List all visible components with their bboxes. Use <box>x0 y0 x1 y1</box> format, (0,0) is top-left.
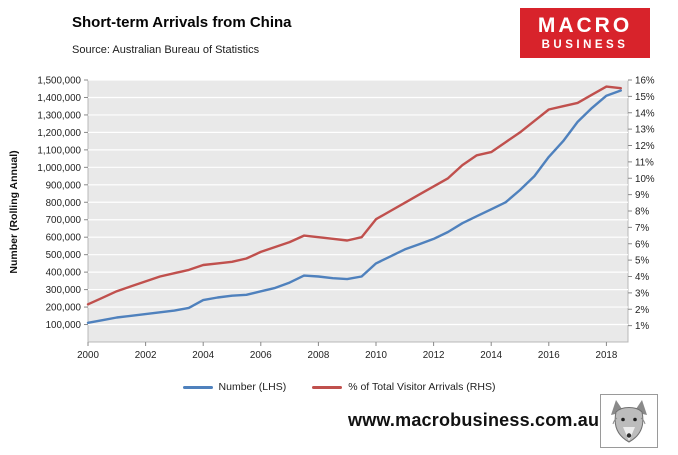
x-axis-tick-label: 2018 <box>596 350 618 361</box>
right-axis-tick-label: 3% <box>635 288 649 299</box>
right-axis-tick-label: 5% <box>635 256 649 267</box>
legend-item-number: Number (LHS) <box>182 381 287 393</box>
right-axis-tick-label: 15% <box>635 92 655 103</box>
left-axis-tick-label: 1,200,000 <box>37 128 81 139</box>
x-axis-tick-label: 2002 <box>135 350 157 361</box>
left-axis-tick-label: 1,000,000 <box>37 163 81 174</box>
logo-text-macro: MACRO <box>537 14 633 37</box>
legend-label-percent: % of Total Visitor Arrivals (RHS) <box>348 381 496 393</box>
chart-legend: Number (LHS) % of Total Visitor Arrivals… <box>0 381 678 393</box>
series-line-1 <box>86 85 622 306</box>
right-axis-tick-label: 2% <box>635 305 649 316</box>
x-axis-tick-label: 2016 <box>538 350 560 361</box>
right-axis-tick-label: 13% <box>635 125 655 136</box>
right-axis-tick-label: 7% <box>635 223 649 234</box>
x-axis-tick-label: 2004 <box>192 350 214 361</box>
wolf-logo <box>600 394 658 448</box>
left-axis-tick-label: 1,500,000 <box>37 76 81 87</box>
right-axis-tick-label: 14% <box>635 108 655 119</box>
chart-source: Source: Australian Bureau of Statistics <box>72 44 260 56</box>
x-axis-tick-label: 2012 <box>423 350 445 361</box>
left-axis-tick-label: 300,000 <box>46 285 82 296</box>
legend-label-number: Number (LHS) <box>218 381 287 393</box>
left-axis-tick-label: 600,000 <box>46 233 82 244</box>
x-axis-tick-label: 2008 <box>308 350 330 361</box>
left-axis-tick-label: 700,000 <box>46 215 82 226</box>
right-axis-tick-label: 11% <box>635 157 654 168</box>
chart-title: Short-term Arrivals from China <box>72 14 292 31</box>
footer-url: www.macrobusiness.com.au <box>348 410 600 430</box>
right-axis-tick-label: 4% <box>635 272 649 283</box>
series-line-0 <box>86 89 622 325</box>
right-axis-tick-label: 1% <box>635 321 649 332</box>
chart-svg: 100,000 200,000 300,000 400,000 500,000 600,0… <box>37 76 655 362</box>
left-axis-tick-label: 1,300,000 <box>37 110 81 121</box>
right-axis-tick-label: 8% <box>635 207 649 218</box>
x-axis-tick-label: 2014 <box>480 350 502 361</box>
left-axis-tick-label: 200,000 <box>46 303 82 314</box>
left-axis-tick-label: 800,000 <box>46 198 82 209</box>
legend-item-percent: % of Total Visitor Arrivals (RHS) <box>312 381 495 393</box>
wolf-icon <box>611 400 647 443</box>
legend-swatch-number <box>182 385 213 389</box>
x-axis-tick-label: 2010 <box>365 350 387 361</box>
left-axis-tick-label: 1,100,000 <box>37 145 81 156</box>
logo-text-business: BUSINESS <box>541 39 629 51</box>
right-axis-tick-label: 9% <box>635 190 649 201</box>
left-axis-tick-label: 500,000 <box>46 250 82 261</box>
left-axis-tick-label: 400,000 <box>46 268 82 279</box>
x-axis-tick-label: 2000 <box>77 350 99 361</box>
right-axis-tick-label: 10% <box>635 174 655 185</box>
right-axis-tick-label: 12% <box>635 141 655 152</box>
left-axis-tick-label: 1,400,000 <box>37 93 81 104</box>
right-axis-tick-label: 6% <box>635 239 649 250</box>
macrobusiness-logo: MACRO BUSINESS <box>520 8 650 58</box>
right-axis-tick-label: 16% <box>635 76 655 87</box>
left-axis-tick-label: 100,000 <box>46 320 82 331</box>
x-axis-tick-label: 2006 <box>250 350 272 361</box>
left-axis-tick-label: 900,000 <box>46 180 82 191</box>
plot-area <box>87 79 629 343</box>
legend-swatch-percent <box>312 385 343 389</box>
